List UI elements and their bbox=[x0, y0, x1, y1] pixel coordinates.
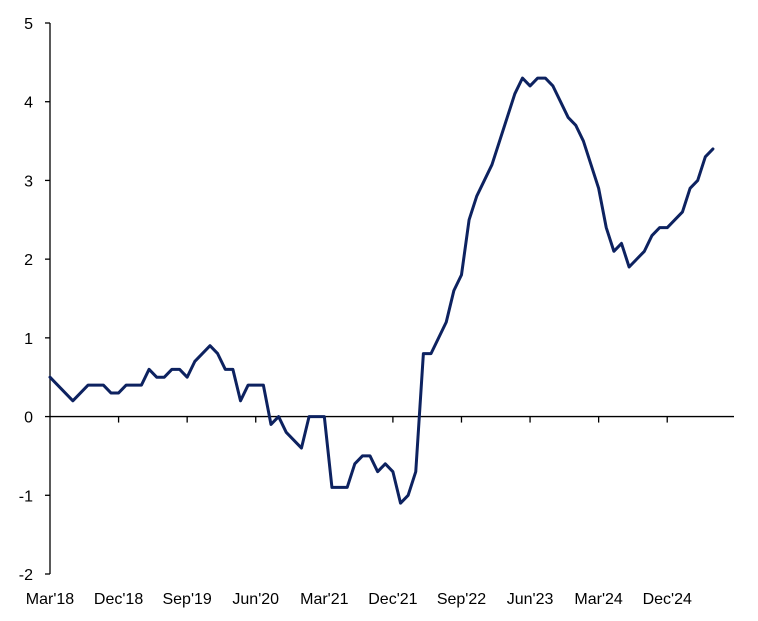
x-tick-label: Jun'23 bbox=[507, 591, 554, 608]
y-axis-labels: -2 -1 0 1 2 3 4 5 bbox=[19, 16, 50, 584]
x-tick-label: Mar'18 bbox=[26, 591, 75, 608]
x-tick-label: Jun'20 bbox=[232, 591, 279, 608]
y-tick-label: 5 bbox=[24, 16, 33, 33]
y-tick-label: 1 bbox=[24, 331, 33, 348]
y-tick-label: 4 bbox=[24, 95, 33, 112]
x-axis-ticks bbox=[117, 416, 668, 423]
y-tick-label: -2 bbox=[19, 567, 33, 584]
x-tick-label: Sep'19 bbox=[162, 591, 211, 608]
y-tick-label: 2 bbox=[24, 252, 33, 269]
y-tick-label: -1 bbox=[19, 488, 33, 505]
y-tick-label: 0 bbox=[24, 410, 33, 427]
series-line bbox=[48, 76, 715, 505]
x-tick-label: Dec'18 bbox=[94, 591, 143, 608]
x-tick-label: Dec'21 bbox=[368, 591, 417, 608]
y-tick-label: 3 bbox=[24, 173, 33, 190]
x-tick-label: Dec'24 bbox=[643, 591, 692, 608]
x-tick-label: Mar'21 bbox=[300, 591, 349, 608]
x-tick-label: Sep'22 bbox=[437, 591, 486, 608]
x-tick-label: Mar'24 bbox=[574, 591, 623, 608]
x-axis-labels: Mar'18 Dec'18 Sep'19 Jun'20 Mar'21 Dec'21 Sep'… bbox=[26, 591, 692, 608]
